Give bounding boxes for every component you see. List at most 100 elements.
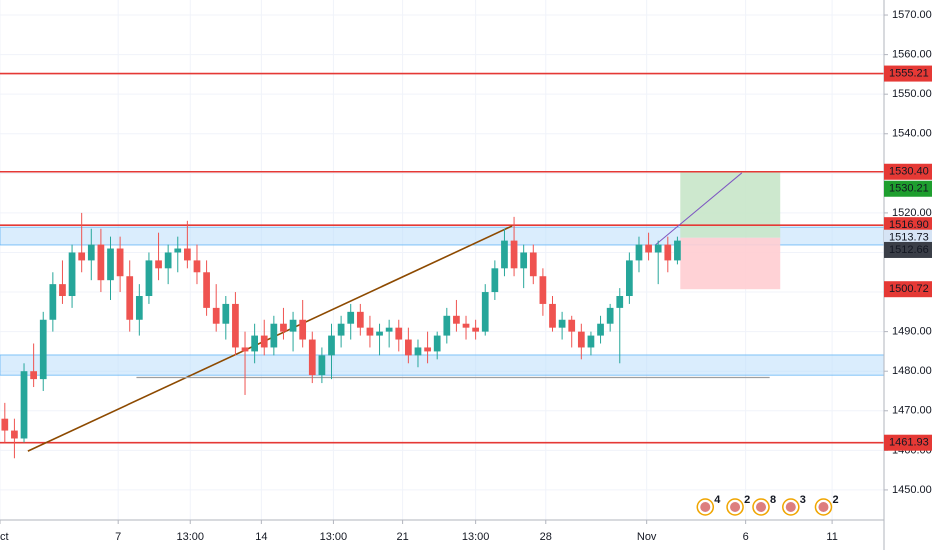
candle-body bbox=[328, 335, 335, 356]
candle-body bbox=[424, 347, 431, 352]
current-tag-label: 1512.66 bbox=[889, 244, 929, 256]
price-tag-label: 1513.73 bbox=[889, 232, 929, 244]
candle-body bbox=[606, 307, 614, 324]
candle-body bbox=[453, 315, 460, 324]
candle-body bbox=[318, 355, 326, 376]
candle-body bbox=[337, 323, 345, 336]
candle-body bbox=[347, 311, 355, 324]
candle-body bbox=[241, 347, 249, 352]
x-tick-label: Oct bbox=[0, 531, 9, 543]
target-zone bbox=[680, 171, 781, 238]
candle-body bbox=[549, 303, 556, 328]
event-count: 4 bbox=[714, 494, 721, 506]
price-tag bbox=[884, 281, 932, 298]
candle-body bbox=[626, 260, 633, 297]
candle-body bbox=[126, 276, 134, 320]
candle-body bbox=[280, 323, 287, 332]
x-tick-label: 21 bbox=[396, 531, 408, 543]
candle-body bbox=[260, 335, 268, 348]
candle-body bbox=[68, 252, 76, 297]
candle-body bbox=[674, 240, 681, 261]
candle-body bbox=[78, 252, 86, 261]
price-tag-label: 1516.90 bbox=[889, 219, 929, 231]
candle-body bbox=[270, 323, 278, 348]
event-flag bbox=[785, 502, 796, 512]
candle-body bbox=[174, 248, 182, 253]
candle-body bbox=[308, 339, 316, 376]
candle-body bbox=[529, 252, 537, 277]
candle-body bbox=[510, 240, 518, 269]
price-tag-label: 1530.40 bbox=[889, 166, 929, 178]
candle-body bbox=[164, 252, 172, 269]
candle-body bbox=[520, 252, 528, 269]
x-tick-label: Nov bbox=[637, 531, 657, 543]
candle-body bbox=[203, 272, 210, 308]
price-tag bbox=[884, 163, 932, 180]
price-tag-label: 1500.72 bbox=[889, 283, 929, 295]
y-tick-label: 1540.00 bbox=[892, 128, 932, 140]
candle-body bbox=[539, 276, 547, 304]
y-tick-label: 1450.00 bbox=[892, 484, 932, 496]
candle-body bbox=[664, 244, 672, 261]
x-tick-label: 14 bbox=[255, 531, 267, 543]
price-tag-label: 1461.93 bbox=[889, 437, 929, 449]
candle-body bbox=[222, 303, 230, 324]
candle-body bbox=[193, 260, 201, 273]
price-tag bbox=[884, 217, 932, 234]
x-tick-label: 28 bbox=[540, 531, 552, 543]
x-tick-label: 13:00 bbox=[320, 531, 348, 543]
event-flag bbox=[818, 502, 829, 512]
candle-body bbox=[97, 244, 105, 281]
y-tick-label: 1490.00 bbox=[892, 326, 932, 338]
candle-body bbox=[645, 244, 652, 253]
candle-body bbox=[155, 260, 162, 269]
current-tag bbox=[884, 241, 932, 258]
candle-body bbox=[462, 323, 470, 328]
event-count: 2 bbox=[832, 494, 838, 506]
x-tick-label: 7 bbox=[115, 531, 121, 543]
candle-body bbox=[107, 248, 114, 281]
candle-body bbox=[289, 319, 297, 332]
x-tick-label: 6 bbox=[743, 531, 749, 543]
x-tick-label: 13:00 bbox=[176, 531, 204, 543]
candle-body bbox=[59, 284, 66, 297]
trend-line bbox=[27, 225, 513, 452]
candle-body bbox=[366, 327, 374, 336]
price-tag bbox=[884, 229, 932, 246]
candle-body bbox=[577, 331, 585, 348]
y-tick-label: 1570.00 bbox=[892, 9, 932, 21]
event-flag bbox=[700, 502, 711, 512]
candle-body bbox=[116, 248, 124, 277]
event-count: 8 bbox=[770, 494, 776, 506]
zone bbox=[0, 354, 885, 376]
candle-body bbox=[251, 335, 258, 352]
candle-body bbox=[356, 311, 364, 328]
event-count: 2 bbox=[744, 494, 750, 506]
candle-body bbox=[232, 303, 239, 348]
candle-body bbox=[184, 248, 191, 261]
candle-body bbox=[49, 284, 57, 320]
candle-body bbox=[616, 296, 624, 308]
projection-line bbox=[654, 172, 743, 246]
x-tick-label: 13:00 bbox=[462, 531, 490, 543]
candle-body bbox=[481, 292, 489, 332]
candle-body bbox=[87, 244, 95, 261]
candle-body bbox=[558, 319, 566, 328]
candle-body bbox=[597, 323, 604, 336]
event-flag bbox=[756, 502, 767, 512]
candle-body bbox=[135, 296, 143, 320]
y-tick-label: 1470.00 bbox=[892, 405, 932, 417]
target-tag bbox=[884, 180, 932, 197]
candle-body bbox=[587, 335, 595, 348]
candle-body bbox=[405, 339, 412, 356]
candle-body bbox=[20, 371, 28, 439]
price-tag-label: 1555.21 bbox=[889, 67, 929, 79]
candle-body bbox=[414, 347, 422, 356]
candle-body bbox=[395, 327, 403, 340]
candle-body bbox=[1, 418, 9, 431]
candle-body bbox=[433, 335, 441, 352]
candle-body bbox=[491, 268, 499, 293]
y-tick-label: 1520.00 bbox=[892, 207, 932, 219]
